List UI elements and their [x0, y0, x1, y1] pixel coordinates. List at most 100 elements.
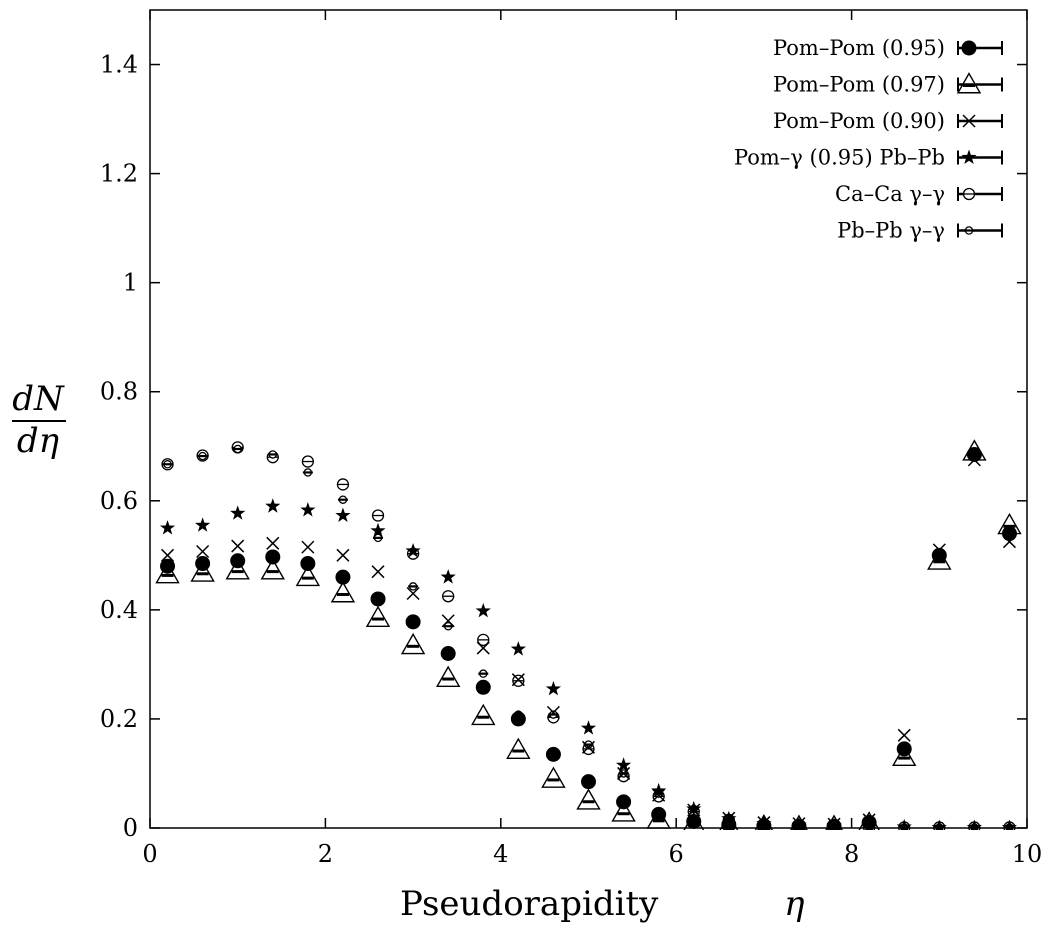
legend-entry: Pom–Pom (0.90): [773, 109, 1003, 133]
data-point: [541, 766, 566, 788]
data-point: [931, 819, 947, 830]
data-point: [892, 744, 917, 767]
data-point: [545, 746, 561, 762]
data-point: [265, 549, 281, 565]
legend-label: Ca–Ca γ–γ: [835, 182, 945, 206]
y-tick-label: 0.8: [100, 378, 138, 406]
data-point: [195, 517, 211, 532]
data-point: [897, 728, 911, 742]
x-axis-label: Pseudorapidity η: [400, 884, 805, 924]
plot-frame: [149, 9, 1028, 829]
data-point: [370, 522, 386, 538]
x-axis-label-symbol: η: [784, 884, 805, 924]
y-tick-label: 0: [123, 814, 138, 842]
data-point: [580, 720, 597, 735]
data-point: [161, 548, 175, 562]
data-point: [476, 641, 490, 655]
data-point: [506, 737, 531, 759]
y-axis-label-denominator: dη: [17, 421, 60, 461]
data-point: [406, 586, 420, 601]
data-point: [617, 766, 631, 780]
data-point: [301, 540, 315, 554]
legend-marker: [961, 40, 977, 56]
data-point: [440, 569, 456, 584]
data-point: [440, 645, 456, 661]
data-point: [301, 455, 315, 468]
x-tick-label: 8: [844, 840, 859, 868]
data-point: [616, 794, 632, 810]
data-point: [896, 818, 912, 830]
data-point: [336, 478, 350, 491]
y-tick-label: 1.2: [100, 160, 138, 188]
data-point: [966, 446, 982, 462]
data-point: [651, 806, 667, 822]
data-point: [230, 553, 246, 569]
data-point: [232, 444, 243, 454]
data-point: [931, 547, 947, 563]
data-point: [471, 703, 496, 726]
data-point: [400, 632, 426, 655]
legend-marker: [956, 72, 982, 94]
data-point: [302, 468, 313, 477]
data-point: [475, 602, 491, 618]
legend-marker: [961, 149, 977, 164]
data-point: [510, 711, 526, 727]
x-tick-label: 10: [1012, 840, 1043, 868]
data-marks: [155, 439, 1022, 830]
data-point: [265, 498, 281, 513]
data-point: [225, 558, 250, 580]
data-point: [966, 819, 982, 830]
data-point: [295, 564, 321, 587]
data-point: [791, 818, 807, 830]
series-3: [161, 453, 1016, 830]
axis-ticks: [149, 10, 1028, 829]
data-point: [160, 558, 176, 574]
data-point: [652, 788, 666, 802]
data-point: [335, 507, 351, 522]
data-point: [478, 669, 489, 678]
data-point: [266, 536, 280, 550]
series-6: [162, 444, 1015, 830]
legend-entry: Pom–Pom (0.97): [773, 72, 1003, 97]
data-point: [371, 565, 385, 579]
data-point: [576, 788, 601, 810]
legend-label: Pom–γ (0.95) Pb–Pb: [734, 146, 945, 170]
data-point: [546, 705, 560, 719]
legend-entry: Pom–Pom (0.95): [773, 36, 1003, 60]
data-point: [267, 450, 278, 459]
y-tick-label: 0.6: [100, 487, 138, 515]
legend-label: Pom–Pom (0.97): [773, 73, 945, 97]
data-point: [512, 674, 525, 687]
y-axis-label: dN dη: [12, 379, 66, 461]
data-point: [510, 641, 526, 656]
data-point: [405, 542, 421, 558]
data-point: [335, 569, 351, 585]
data-point: [581, 774, 596, 790]
y-tick-label: 1: [123, 269, 138, 297]
x-tick-label: 6: [669, 840, 684, 868]
data-point: [1001, 819, 1018, 830]
data-point: [475, 679, 491, 695]
data-point: [548, 710, 559, 719]
data-point: [196, 544, 210, 559]
legend-marker: [962, 187, 976, 201]
x-tick-label: 2: [318, 840, 333, 868]
data-point: [230, 505, 246, 520]
data-point: [477, 633, 490, 647]
data-point: [365, 605, 391, 627]
axis-tick-labels: 0 2 4 6 8 10 0 0.2 0.4 0.6 0.8 1 1.2 1.4: [100, 51, 1042, 868]
legend-label: Pb–Pb γ–γ: [837, 219, 945, 243]
data-point: [686, 800, 702, 816]
data-point: [721, 817, 737, 830]
data-point: [336, 548, 350, 562]
legend-entry: Ca–Ca γ–γ: [835, 182, 1003, 206]
data-point: [651, 782, 667, 798]
y-tick-label: 0.2: [100, 705, 138, 733]
data-point: [408, 582, 419, 591]
data-point: [370, 591, 386, 607]
data-point: [300, 556, 316, 572]
data-point: [197, 451, 208, 461]
x-axis-label-text: Pseudorapidity: [400, 884, 659, 924]
legend-marker: [964, 226, 974, 235]
data-point: [686, 813, 702, 829]
